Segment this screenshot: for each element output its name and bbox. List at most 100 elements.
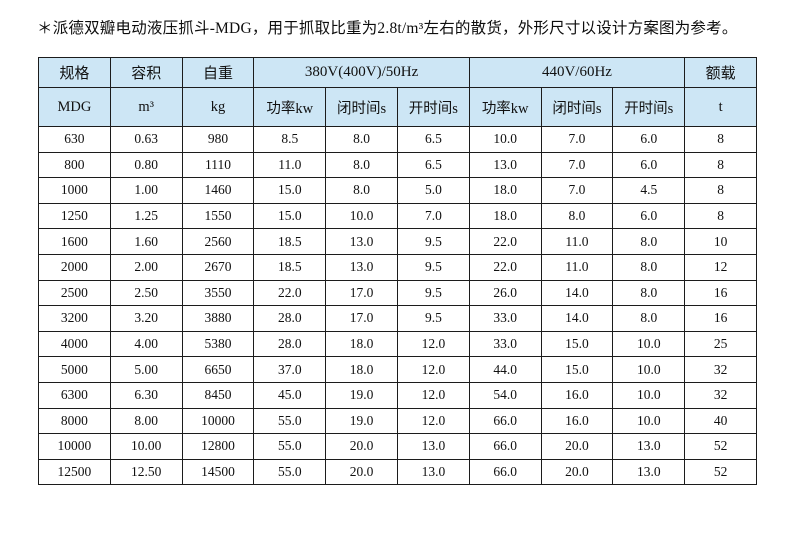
header-rated-load: 额载 xyxy=(684,57,757,88)
table-header-row-groups: 规格 容积 自重 380V(400V)/50Hz 440V/60Hz 额载 xyxy=(38,57,757,88)
table-cell: 8450 xyxy=(181,381,255,409)
table-cell: 0.80 xyxy=(109,151,183,179)
table-cell: 2.50 xyxy=(109,279,183,307)
table-cell: 13.0 xyxy=(325,253,398,281)
subheader-capacity-unit: m³ xyxy=(109,87,183,127)
table-cell: 19.0 xyxy=(325,407,398,435)
table-cell: 32 xyxy=(684,381,757,409)
table-cell: 5.0 xyxy=(396,177,470,204)
table-cell: 6.0 xyxy=(612,202,686,230)
table-cell: 3200 xyxy=(38,305,111,332)
table-cell: 9.5 xyxy=(396,228,470,255)
table-cell: 6650 xyxy=(181,356,255,383)
header-capacity: 容积 xyxy=(109,57,183,88)
table-cell: 8.00 xyxy=(109,407,183,435)
table-cell: 5000 xyxy=(38,356,111,383)
table-cell: 6.5 xyxy=(396,126,470,153)
table-cell: 12.0 xyxy=(396,356,470,383)
table-cell: 7.0 xyxy=(540,126,614,153)
table-cell: 2000 xyxy=(38,253,111,281)
table-cell: 12.0 xyxy=(396,407,470,435)
table-cell: 16.0 xyxy=(540,381,614,409)
table-cell: 1.00 xyxy=(109,177,183,204)
table-cell: 28.0 xyxy=(253,305,327,332)
table-cell: 4.00 xyxy=(109,330,183,358)
table-cell: 15.0 xyxy=(253,177,327,204)
subheader-weight-unit: kg xyxy=(181,87,255,127)
table-cell: 11.0 xyxy=(540,253,614,281)
table-cell: 10000 xyxy=(38,433,111,460)
table-cell: 55.0 xyxy=(253,407,327,435)
subheader-close-time-50: 闭时间s xyxy=(325,87,398,127)
table-cell: 13.0 xyxy=(612,433,686,460)
table-cell: 8.0 xyxy=(612,253,686,281)
table-cell: 22.0 xyxy=(468,228,542,255)
table-cell: 4.5 xyxy=(612,177,686,204)
table-cell: 10.0 xyxy=(612,381,686,409)
table-cell: 8.0 xyxy=(612,305,686,332)
table-cell: 6.5 xyxy=(396,151,470,179)
table-cell: 11.0 xyxy=(253,151,327,179)
table-cell: 7.0 xyxy=(396,202,470,230)
subheader-power-60: 功率kw xyxy=(468,87,542,127)
table-cell: 22.0 xyxy=(468,253,542,281)
table-row: 4000 4.00 5380 28.0 18.0 12.0 33.0 15.0 10.0 25 xyxy=(38,330,757,358)
table-cell: 17.0 xyxy=(325,279,398,307)
product-note-text: ＊派德双瓣电动液压抓斗-MDG，用于抓取比重为2.8t/m³左右的散货，外形尺寸… xyxy=(37,20,738,37)
table-cell: 1110 xyxy=(181,151,255,179)
table-cell: 0.63 xyxy=(109,126,183,153)
table-cell: 10.0 xyxy=(468,126,542,153)
header-group-50hz: 380V(400V)/50Hz xyxy=(253,57,470,88)
table-cell: 3880 xyxy=(181,305,255,332)
table-cell: 8.0 xyxy=(540,202,614,230)
table-cell: 8 xyxy=(684,202,757,230)
table-cell: 9.5 xyxy=(396,253,470,281)
table-cell: 10000 xyxy=(181,407,255,435)
table-cell: 12500 xyxy=(38,458,111,486)
table-cell: 8 xyxy=(684,126,757,153)
table-cell: 44.0 xyxy=(468,356,542,383)
table-row: 2500 2.50 3550 22.0 17.0 9.5 26.0 14.0 8.0 16 xyxy=(38,279,757,307)
table-cell: 10 xyxy=(684,228,757,255)
table-cell: 66.0 xyxy=(468,407,542,435)
table-cell: 12.0 xyxy=(396,381,470,409)
table-row: 1000 1.00 1460 15.0 8.0 5.0 18.0 7.0 4.5 8 xyxy=(38,177,757,204)
table-row: 6300 6.30 8450 45.0 19.0 12.0 54.0 16.0 10.0 32 xyxy=(38,381,757,409)
table-row: 5000 5.00 6650 37.0 18.0 12.0 44.0 15.0 10.0 32 xyxy=(38,356,757,383)
table-cell: 20.0 xyxy=(540,433,614,460)
table-cell: 32 xyxy=(684,356,757,383)
table-cell: 12 xyxy=(684,253,757,281)
table-cell: 7.0 xyxy=(540,177,614,204)
table-cell: 3550 xyxy=(181,279,255,307)
table-cell: 22.0 xyxy=(253,279,327,307)
table-row: 1600 1.60 2560 18.5 13.0 9.5 22.0 11.0 8.0 10 xyxy=(38,228,757,255)
table-cell: 6.0 xyxy=(612,126,686,153)
table-row: 630 0.63 980 8.5 8.0 6.5 10.0 7.0 6.0 8 xyxy=(38,126,757,153)
table-cell: 1.60 xyxy=(109,228,183,255)
table-row: 3200 3.20 3880 28.0 17.0 9.5 33.0 14.0 8.0 16 xyxy=(38,305,757,332)
table-cell: 18.0 xyxy=(468,202,542,230)
subheader-spec-unit: MDG xyxy=(38,87,111,127)
table-row: 10000 10.00 12800 55.0 20.0 13.0 66.0 20.0 13.0 5… xyxy=(38,433,757,460)
table-cell: 20.0 xyxy=(325,433,398,460)
table-row: 12500 12.50 14500 55.0 20.0 13.0 66.0 20.0 13.0 5… xyxy=(38,458,757,486)
table-cell: 13.0 xyxy=(325,228,398,255)
table-header-row-units: MDG m³ kg 功率kw 闭时间s 开时间s 功率kw 闭时间s 开时间s … xyxy=(38,87,757,127)
table-cell: 45.0 xyxy=(253,381,327,409)
table-cell: 5380 xyxy=(181,330,255,358)
table-cell: 11.0 xyxy=(540,228,614,255)
table-cell: 8.5 xyxy=(253,126,327,153)
table-cell: 52 xyxy=(684,433,757,460)
table-cell: 18.0 xyxy=(325,330,398,358)
table-cell: 55.0 xyxy=(253,458,327,486)
table-cell: 8000 xyxy=(38,407,111,435)
table-cell: 6.0 xyxy=(612,151,686,179)
subheader-close-time-60: 闭时间s xyxy=(540,87,614,127)
table-cell: 20.0 xyxy=(325,458,398,486)
table-cell: 10.0 xyxy=(325,202,398,230)
table-cell: 25 xyxy=(684,330,757,358)
table-cell: 52 xyxy=(684,458,757,486)
header-weight: 自重 xyxy=(181,57,255,88)
table-cell: 14500 xyxy=(181,458,255,486)
subheader-open-time-50: 开时间s xyxy=(396,87,470,127)
